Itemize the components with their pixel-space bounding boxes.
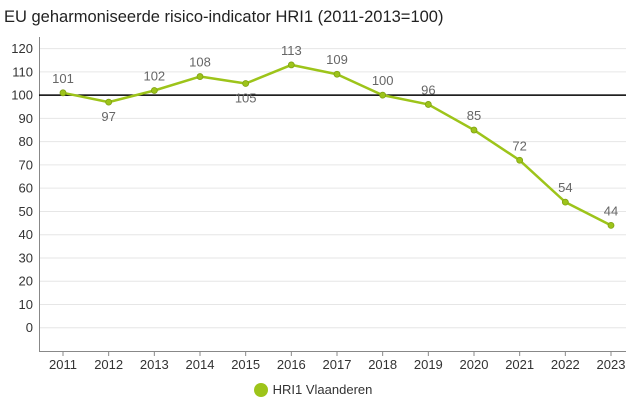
y-tick-label-50: 50	[19, 204, 33, 219]
data-point-2022	[561, 198, 569, 206]
data-point-2014	[196, 73, 204, 80]
data-point-2013	[150, 87, 158, 94]
data-label-2023: 44	[604, 203, 618, 218]
y-tick-label-70: 70	[19, 157, 33, 172]
data-label-2022: 54	[558, 180, 572, 195]
y-tick-label-110: 110	[12, 64, 33, 79]
x-tick-label-2014: 2014	[186, 357, 215, 372]
y-tick-label-40: 40	[19, 227, 33, 242]
chart-title: EU geharmoniseerde risico-indicator HRI1…	[4, 8, 444, 26]
y-tick-label-0: 0	[26, 320, 33, 335]
data-label-2011: 101	[52, 71, 74, 86]
y-tick-label-10: 10	[19, 297, 33, 312]
data-label-2017: 109	[326, 52, 348, 67]
x-tick-label-2018: 2018	[368, 357, 397, 372]
y-tick-label-90: 90	[19, 111, 33, 126]
data-label-2014: 108	[189, 55, 211, 70]
y-tick-label-80: 80	[19, 134, 33, 149]
x-tick-label-2021: 2021	[505, 357, 534, 372]
x-tick-label-2022: 2022	[551, 357, 580, 372]
data-point-2015	[242, 80, 250, 87]
x-tick-label-2017: 2017	[323, 357, 352, 372]
x-tick-label-2020: 2020	[460, 357, 489, 372]
legend-marker	[253, 382, 268, 397]
data-point-2018	[379, 91, 387, 99]
legend-label: HRI1 Vlaanderen	[272, 382, 373, 397]
data-label-2021: 72	[512, 138, 526, 153]
y-tick-label-100: 100	[11, 88, 33, 103]
x-tick-label-2013: 2013	[140, 357, 169, 372]
data-label-2012: 97	[101, 109, 115, 124]
data-point-2019	[424, 101, 432, 108]
data-point-2020	[470, 126, 478, 134]
data-point-2023	[607, 221, 615, 229]
data-label-2019: 96	[421, 82, 435, 97]
data-label-2013: 102	[143, 68, 165, 83]
data-point-2016	[287, 61, 295, 69]
x-tick-label-2015: 2015	[231, 357, 260, 372]
data-label-2015: 105	[235, 91, 257, 106]
data-label-2020: 85	[467, 108, 481, 123]
y-tick-label-30: 30	[19, 250, 33, 265]
y-tick-label-20: 20	[19, 274, 33, 289]
data-point-2021	[516, 156, 524, 164]
series-line-hri1	[61, 63, 613, 227]
x-tick-label-2012: 2012	[94, 357, 123, 372]
y-tick-label-60: 60	[19, 181, 33, 196]
x-tick-label-2016: 2016	[277, 357, 306, 372]
data-label-2018: 100	[372, 73, 394, 88]
data-point-2017	[333, 70, 341, 78]
x-tick-label-2019: 2019	[414, 357, 443, 372]
x-tick-label-2023: 2023	[597, 357, 626, 372]
data-point-2012	[105, 98, 113, 106]
legend-item-hri1[interactable]: HRI1 Vlaanderen	[253, 382, 373, 397]
y-tick-label-120: 120	[11, 41, 33, 56]
data-label-2016: 113	[281, 43, 302, 58]
x-tick-label-2011: 2011	[49, 357, 77, 372]
legend: HRI1 Vlaanderen	[0, 382, 626, 397]
data-point-2011	[59, 89, 67, 97]
